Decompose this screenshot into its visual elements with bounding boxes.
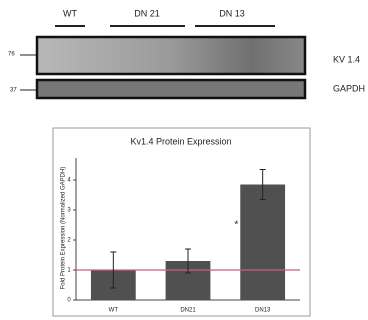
marker-label: 76 bbox=[8, 52, 15, 58]
band-label: GAPDH bbox=[333, 83, 365, 93]
y-axis-label: Fold Protein Expression (Normalized GAPD… bbox=[61, 167, 67, 290]
marker-label: 37 bbox=[10, 88, 17, 94]
x-tick-label: WT bbox=[109, 308, 119, 314]
western-blot: WT DN 21 DN 13 76 37 KV 1.4 GAPDH bbox=[8, 8, 365, 98]
lane-label: DN 13 bbox=[219, 8, 245, 18]
x-tick-label: DN13 bbox=[255, 308, 271, 314]
lane-label: WT bbox=[63, 8, 77, 18]
band-label: KV 1.4 bbox=[333, 54, 360, 64]
lane-label: DN 21 bbox=[134, 8, 160, 18]
blot-band bbox=[37, 80, 305, 98]
x-tick-label: DN21 bbox=[180, 308, 196, 314]
chart-title: Kv1.4 Protein Expression bbox=[130, 136, 231, 146]
figure: WT DN 21 DN 13 76 37 KV 1.4 GAPDH Kv1.4 … bbox=[0, 0, 368, 320]
bar bbox=[240, 185, 285, 301]
page: WT DN 21 DN 13 76 37 KV 1.4 GAPDH Kv1.4 … bbox=[0, 0, 368, 320]
annotation: * bbox=[234, 220, 238, 231]
blot-band bbox=[37, 37, 305, 74]
